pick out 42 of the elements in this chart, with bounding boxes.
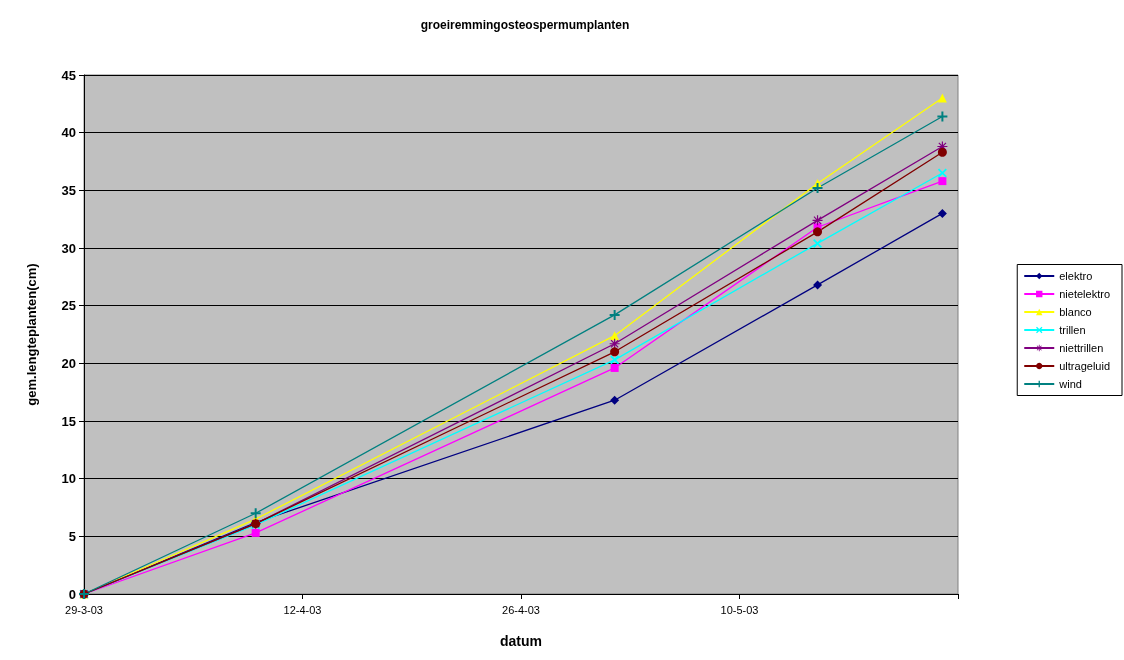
point — [251, 528, 260, 537]
y-tick-label: 15 — [61, 413, 76, 429]
y-tick-label: 30 — [61, 240, 76, 256]
legend-label: wind — [1058, 378, 1082, 390]
point — [610, 355, 620, 365]
legend-label: blanco — [1059, 306, 1092, 318]
point — [937, 147, 947, 157]
y-tick-label: 10 — [61, 471, 76, 487]
x-axis-title: datum — [500, 633, 542, 649]
y-axis-title: gem.lengteplanten(cm) — [24, 263, 39, 406]
legend-label: elektro — [1059, 270, 1093, 282]
point — [250, 508, 261, 519]
point — [813, 280, 823, 290]
point — [812, 183, 823, 194]
point — [937, 111, 948, 122]
x-tick-label: 26-4-03 — [502, 603, 540, 616]
legend-label: ultrageluid — [1059, 360, 1111, 372]
legend-label: niettrillen — [1059, 342, 1104, 354]
y-tick-label: 45 — [61, 67, 76, 83]
y-tick-label: 40 — [61, 125, 76, 141]
y-tick-label: 35 — [61, 182, 76, 198]
chart-title: groeiremmingosteospermumplanten — [420, 18, 630, 32]
point — [938, 177, 947, 186]
x-tick-label: 10-5-03 — [720, 603, 759, 616]
legend-label: trillen — [1059, 324, 1086, 336]
point — [813, 227, 823, 237]
y-tick-label: 25 — [61, 298, 76, 314]
point — [610, 347, 620, 357]
legend-label: nietelektro — [1059, 288, 1111, 300]
point — [610, 363, 619, 372]
y-tick-label: 0 — [68, 586, 76, 602]
x-tick-label: 29-3-03 — [65, 603, 103, 616]
point — [937, 93, 947, 103]
point — [610, 331, 620, 341]
point — [610, 395, 620, 405]
y-tick-label: 20 — [61, 355, 76, 371]
point — [937, 208, 947, 218]
x-tick-label: 12-4-03 — [283, 603, 322, 616]
y-tick-label: 5 — [68, 528, 76, 544]
point — [813, 238, 823, 248]
point — [812, 215, 823, 226]
point — [609, 309, 620, 320]
